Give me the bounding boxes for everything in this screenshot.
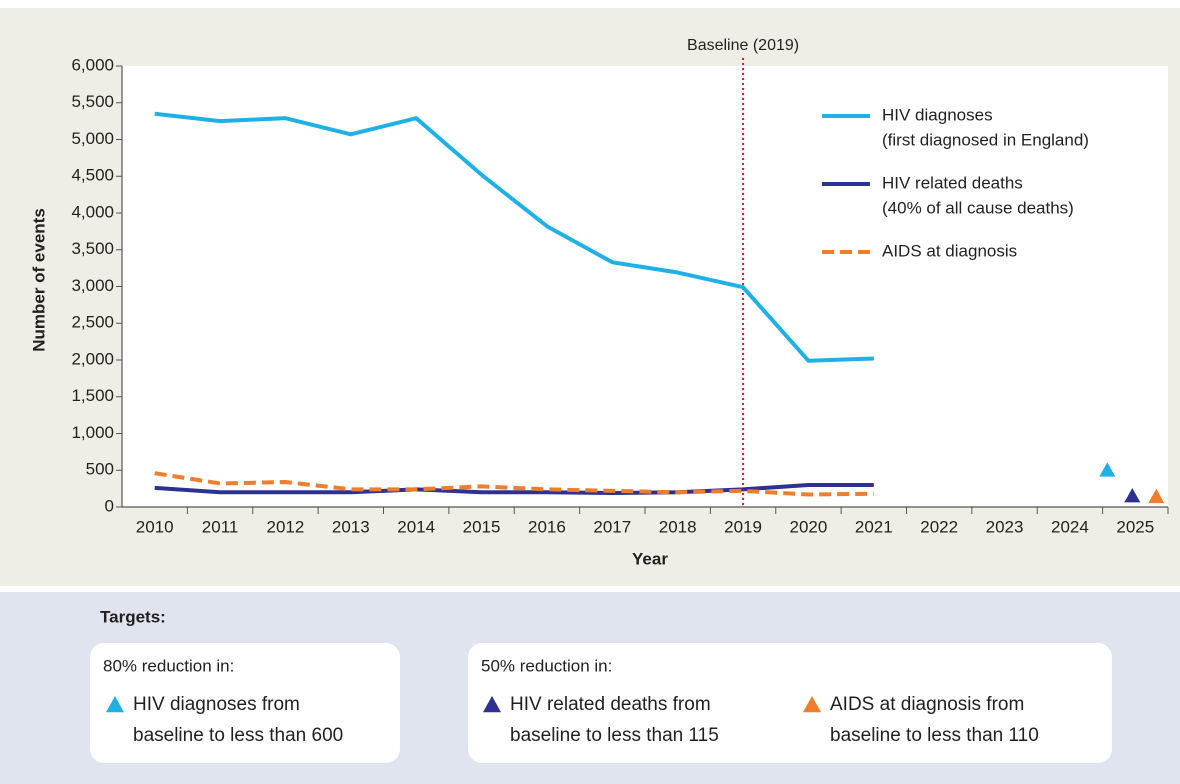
x-tick-label: 2023: [986, 517, 1024, 536]
target-icon: [483, 696, 501, 713]
target-icon: [803, 696, 821, 713]
y-tick-label: 4,000: [71, 202, 114, 221]
target-icon: [106, 696, 124, 713]
x-tick-label: 2021: [855, 517, 893, 536]
y-tick-label: 0: [105, 496, 114, 515]
y-tick-label: 3,000: [71, 276, 114, 295]
x-tick-label: 2010: [136, 517, 174, 536]
x-tick-label: 2011: [202, 517, 239, 536]
target-box: [90, 643, 400, 763]
y-tick-label: 3,500: [71, 239, 114, 258]
x-tick-label: 2024: [1051, 517, 1089, 536]
target-box: [468, 643, 1112, 763]
x-axis-label: Year: [632, 549, 668, 568]
y-tick-label: 5,000: [71, 129, 114, 148]
x-tick-label: 2015: [463, 517, 501, 536]
target-text: HIV diagnoses from: [133, 694, 300, 715]
y-tick-label: 5,500: [71, 92, 114, 111]
x-tick-label: 2016: [528, 517, 566, 536]
target-text: HIV related deaths from: [510, 694, 711, 715]
plot-area: [122, 66, 1168, 507]
y-tick-label: 4,500: [71, 166, 114, 185]
x-tick-label: 2019: [724, 517, 762, 536]
y-tick-label: 2,000: [71, 349, 114, 368]
y-tick-label: 6,000: [71, 55, 114, 74]
legend-label: HIV diagnoses: [882, 105, 993, 124]
legend-label: AIDS at diagnosis: [882, 241, 1017, 260]
legend-detail: (first diagnosed in England): [882, 130, 1089, 149]
legend-label: HIV related deaths: [882, 173, 1023, 192]
y-tick-label: 2,500: [71, 313, 114, 332]
target-marker: [1124, 487, 1141, 503]
target-marker: [1148, 488, 1165, 504]
target-text: baseline to less than 600: [133, 725, 343, 746]
x-tick-label: 2017: [593, 517, 631, 536]
target-marker: [1099, 462, 1116, 477]
target-text: baseline to less than 110: [830, 725, 1039, 746]
y-axis-label: Number of events: [29, 208, 48, 352]
y-tick-label: 1,000: [71, 423, 114, 442]
baseline-label: Baseline (2019): [687, 37, 799, 54]
x-tick-label: 2022: [920, 517, 958, 536]
series-line: [154, 482, 874, 496]
target-text: AIDS at diagnosis from: [830, 694, 1024, 715]
group-title: 80% reduction in:: [103, 656, 234, 675]
x-tick-label: 2025: [1116, 517, 1154, 536]
group-title: 50% reduction in:: [481, 656, 612, 675]
x-tick-label: 2012: [267, 517, 305, 536]
x-tick-label: 2014: [397, 517, 435, 536]
x-tick-label: 2013: [332, 517, 370, 536]
legend-detail: (40% of all cause deaths): [882, 198, 1074, 217]
y-tick-label: 500: [86, 460, 114, 479]
targets-heading: Targets:: [100, 607, 166, 626]
x-tick-label: 2018: [659, 517, 697, 536]
series-line: [154, 471, 874, 497]
series-line: [154, 111, 874, 363]
x-tick-label: 2020: [790, 517, 828, 536]
target-text: baseline to less than 115: [510, 725, 719, 746]
y-tick-label: 1,500: [71, 386, 114, 405]
